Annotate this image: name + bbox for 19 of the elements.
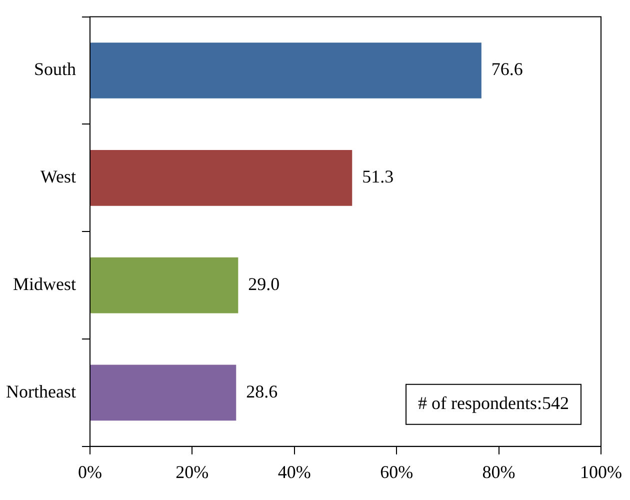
bar [90, 150, 352, 206]
x-tick-label: 0% [78, 462, 102, 482]
data-label: 29.0 [248, 274, 280, 294]
y-tick-label: Midwest [12, 274, 76, 294]
x-tick-label: 20% [176, 462, 209, 482]
data-label: 28.6 [246, 381, 278, 402]
bar [90, 364, 236, 421]
x-tick-label: 40% [278, 462, 311, 482]
x-tick-label: 80% [482, 462, 516, 482]
y-tick-label: West [40, 166, 76, 187]
y-tick-label: Northeast [6, 381, 76, 402]
x-tick-label: 100% [580, 462, 622, 482]
annotation: # of respondents:542 [418, 393, 570, 414]
bar [90, 257, 238, 314]
data-label: 76.6 [491, 59, 523, 80]
bar [90, 42, 482, 98]
data-label: 51.3 [362, 166, 394, 187]
y-tick-label: South [34, 59, 76, 80]
x-tick-label: 60% [380, 462, 414, 482]
